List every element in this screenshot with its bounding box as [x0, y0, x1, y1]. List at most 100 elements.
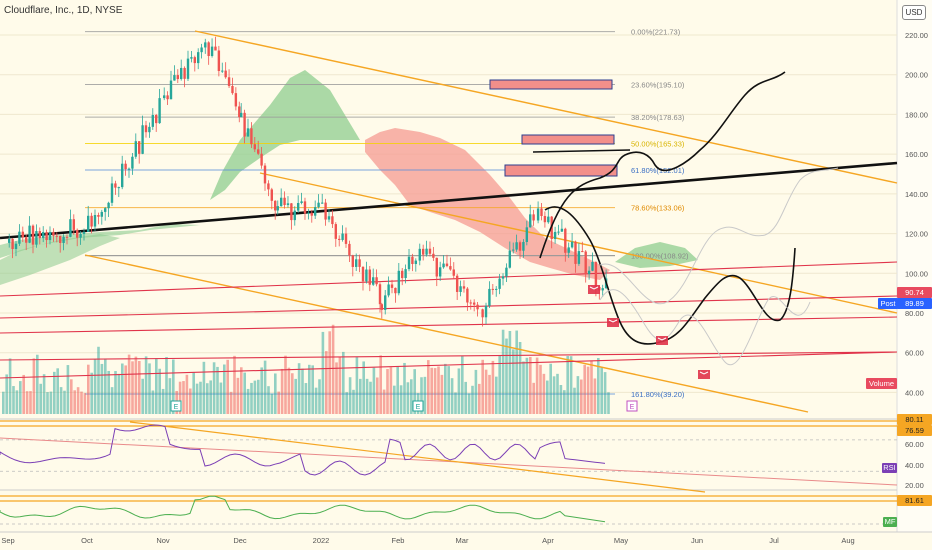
candle-body	[384, 295, 387, 310]
candle-body	[508, 250, 512, 268]
volume-bar	[369, 381, 372, 414]
candle-body	[97, 214, 100, 217]
volume-bar	[144, 356, 148, 414]
volume-bar	[321, 331, 325, 414]
volume-bar	[297, 363, 301, 414]
price-tick-2: 180.00	[905, 110, 928, 119]
rsi-badge-bottom: 76.59	[905, 426, 924, 435]
volume-bar	[420, 377, 423, 414]
volume-bar	[552, 376, 556, 414]
candle-body	[131, 156, 134, 169]
trendline-lower-channel	[84, 254, 809, 413]
volume-bar	[73, 390, 76, 414]
volume-bar	[270, 393, 274, 414]
fib-level-label-7: 161.80%(39.20)	[631, 390, 685, 399]
volume-bar	[5, 374, 8, 414]
volume-bar	[294, 378, 297, 414]
candle-body	[238, 106, 241, 118]
volume-bar	[229, 391, 233, 414]
candle-body	[82, 231, 86, 234]
earnings-marker-2	[626, 400, 638, 412]
volume-bar	[42, 374, 46, 414]
volume-bar	[63, 390, 66, 414]
red-support-line-4	[0, 351, 898, 379]
volume-bar	[430, 367, 433, 414]
candle-body	[570, 241, 574, 248]
volume-bar	[274, 373, 277, 414]
volume-bar	[66, 365, 70, 414]
candle-body	[72, 219, 75, 230]
candle-body	[293, 210, 296, 221]
time-label-7: Apr	[542, 536, 554, 545]
earnings-label-1: E	[416, 404, 421, 411]
fib-level-label-0: 0.00%(221.73)	[631, 28, 681, 37]
candle-body	[394, 287, 397, 294]
volume-bar	[267, 386, 270, 414]
red-support-line-1	[0, 295, 898, 319]
volume-bar	[93, 359, 97, 414]
candle-body	[466, 288, 469, 303]
volume-bar	[440, 374, 444, 414]
volume-bar	[522, 361, 525, 414]
volume-bar	[457, 368, 461, 414]
volume-bar	[471, 385, 474, 414]
volume-bar	[338, 357, 342, 414]
candle-body	[469, 302, 472, 304]
volume-bar	[603, 372, 607, 414]
volume-bar	[178, 381, 182, 414]
rsi-pane-bg	[0, 418, 897, 488]
candle-body	[45, 232, 48, 241]
projection-ghost-path-2	[599, 167, 839, 305]
volume-bar	[362, 361, 365, 414]
candle-body	[124, 163, 127, 170]
post-label-badge-bg	[878, 298, 898, 309]
candle-body	[355, 259, 358, 267]
candle-body	[210, 46, 214, 57]
volume-bar	[83, 393, 87, 414]
mf-label-badge: MF	[885, 517, 896, 526]
projection-bearish-path	[544, 206, 796, 345]
currency-button[interactable]: USD	[902, 5, 926, 20]
volume-bar	[114, 371, 117, 414]
candle-body	[317, 202, 320, 208]
volume-bar	[501, 329, 505, 414]
price-tick-1: 200.00	[905, 71, 928, 80]
candle-body	[375, 277, 378, 285]
candle-body	[28, 225, 31, 243]
volume-bar	[216, 366, 219, 414]
projection-ghost-path-1	[599, 289, 811, 366]
price-tick-5: 120.00	[905, 230, 928, 239]
volume-bar	[32, 358, 36, 414]
candle-body	[495, 288, 498, 290]
time-label-9: Jun	[691, 536, 703, 545]
candle-body	[173, 75, 176, 81]
candle-body	[368, 269, 371, 285]
candle-body	[414, 260, 418, 265]
candle-body	[452, 269, 455, 276]
candle-body	[18, 231, 21, 244]
candle-body	[134, 141, 137, 157]
volume-bar	[172, 359, 175, 414]
earnings-marker-0	[170, 400, 182, 412]
candle-body	[55, 235, 58, 237]
volume-bar	[396, 367, 399, 414]
candle-body	[231, 86, 234, 94]
volume-bar	[586, 366, 590, 414]
mf-pane-bg	[0, 490, 897, 532]
candle-body	[114, 183, 117, 188]
candle-body	[183, 67, 186, 79]
volume-bar	[36, 354, 39, 414]
candle-body	[148, 126, 151, 133]
candle-body	[351, 255, 354, 267]
volume-bar	[280, 368, 284, 414]
candle-body	[25, 237, 28, 243]
black-trendline	[0, 161, 898, 240]
volume-bar	[546, 380, 549, 414]
volume-bar	[491, 360, 495, 414]
candle-body	[21, 231, 24, 238]
candle-body	[117, 187, 120, 189]
volume-bar	[406, 382, 410, 414]
volume-badge: Volume	[869, 379, 894, 388]
volume-bar	[488, 374, 491, 414]
